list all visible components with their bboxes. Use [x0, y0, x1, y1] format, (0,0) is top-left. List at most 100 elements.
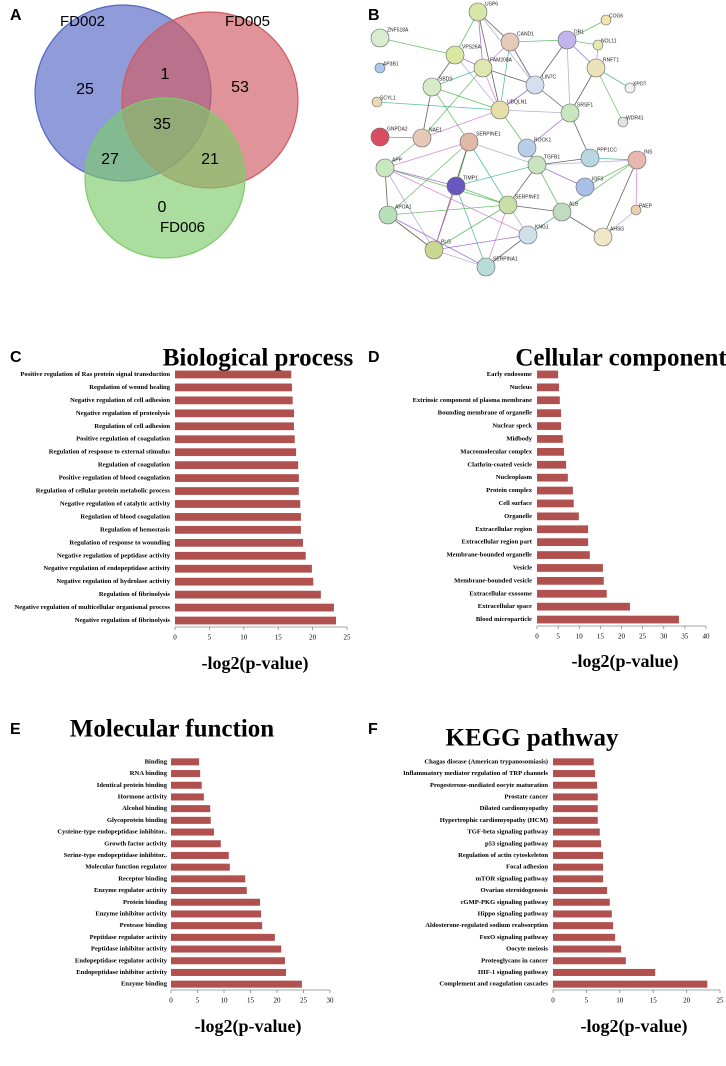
category-label: Negative regulation of fibrinolysis [75, 617, 171, 624]
bar [537, 422, 562, 430]
x-tick-label: 30 [327, 997, 335, 1005]
x-tick-label: 25 [717, 997, 725, 1005]
bar [175, 461, 299, 470]
category-label: Bounding membrane of organelle [438, 410, 532, 417]
category-label: Binding [145, 758, 168, 765]
category-label: Extracellular space [478, 603, 532, 610]
category-label: Regulation of fibrinolysis [99, 591, 171, 598]
category-label: Blood microparticle [476, 616, 532, 623]
x-tick-label: 25 [639, 633, 647, 641]
x-axis-label: -log2(p-value) [572, 651, 679, 672]
category-label: Receptor binding [118, 875, 167, 882]
network-edge [379, 37, 456, 56]
node-label: PAEP [639, 203, 653, 209]
network: USP6 COG6 ZNF518A CAND1 DR1 NOL11 VPS26A AP3B1 F… [370, 1, 653, 277]
node-label: IGF3 [592, 176, 603, 182]
bar [537, 564, 603, 572]
category-label: Regulation of response to external stimu… [49, 449, 171, 456]
bar [553, 863, 604, 871]
bar [553, 945, 622, 953]
x-tick-label: 10 [221, 997, 229, 1005]
bar [537, 383, 559, 392]
category-label: Regulation of cellular protein metabolic… [36, 488, 171, 495]
category-label: Negative regulation of hydrolase activit… [56, 578, 170, 585]
network-edge [431, 86, 501, 111]
node-label: KNG1 [535, 224, 549, 230]
network-edge [387, 141, 470, 216]
bar [537, 576, 604, 585]
category-label: Endopeptidase inhibitor activity [76, 969, 167, 976]
network-edge [384, 167, 529, 236]
x-tick-label: 20 [618, 633, 626, 641]
category-label: Negative regulation of multicellular org… [15, 604, 171, 611]
category-label: Regulation of hemostasis [100, 526, 170, 533]
category-label: Vesicle [513, 564, 532, 571]
category-label: Cell surface [498, 500, 532, 507]
category-label: Proteoglycans in cancer [481, 957, 548, 964]
bar [171, 805, 211, 813]
network-node [446, 176, 466, 196]
bar [175, 409, 295, 418]
network-edge [384, 167, 509, 206]
network-node [593, 227, 613, 247]
category-label: Prostate cancer [504, 793, 548, 800]
network-node [575, 177, 595, 197]
category-label: TGF-beta signaling pathway [467, 829, 548, 836]
network-edge [509, 39, 568, 43]
category-label: mTOR signaling pathway [476, 875, 549, 882]
category-label: Peptidase regulator activity [90, 934, 168, 941]
node-label: CAND1 [517, 31, 534, 37]
x-tick-label: 15 [247, 997, 255, 1005]
network-edge [477, 11, 484, 69]
network-node [586, 58, 606, 78]
bar [553, 887, 608, 895]
bar [171, 933, 275, 941]
network-edge [376, 101, 501, 111]
network-node [422, 77, 442, 97]
bar [553, 898, 610, 906]
x-axis-label: -log2(p-value) [202, 653, 309, 674]
bar [175, 474, 299, 482]
network-edge [499, 41, 511, 111]
x-tick-label: 0 [551, 997, 555, 1005]
network-node [552, 202, 572, 222]
network-edge [454, 54, 501, 111]
venn-count: 1 [161, 66, 170, 83]
venn-count: 27 [101, 151, 119, 168]
bar [171, 887, 247, 895]
category-label: Growth factor activity [104, 840, 167, 847]
panel-label: F [368, 721, 378, 738]
category-label: Nucleoplasm [496, 474, 533, 481]
x-tick-label: 25 [300, 997, 308, 1005]
bar [537, 460, 567, 469]
category-label: Negative regulation of proteolysis [76, 410, 171, 417]
x-tick-label: 5 [196, 997, 200, 1005]
category-label: Protein binding [123, 899, 168, 906]
category-label: p53 signaling pathway [485, 840, 549, 847]
node-label: ZNF518A [387, 27, 409, 33]
category-label: Early endosome [487, 371, 532, 378]
network-edge [421, 109, 501, 139]
bar [553, 828, 600, 836]
bar [553, 875, 604, 883]
node-label: LIN7C [542, 74, 557, 80]
bar [537, 396, 560, 405]
bar [537, 447, 565, 456]
category-label: Alcohol binding [122, 805, 168, 812]
network-node [500, 32, 520, 52]
network-edge [499, 109, 571, 114]
category-label: Positive regulation of Ras protein signa… [20, 371, 170, 378]
node-label: NOL11 [601, 38, 617, 44]
category-label: HIF-1 signaling pathway [478, 969, 549, 976]
bar [171, 910, 262, 918]
bar [537, 499, 574, 508]
network-node [517, 138, 537, 158]
network-edge [387, 214, 487, 268]
bar [537, 409, 562, 418]
category-label: Protease binding [120, 922, 168, 929]
bar [171, 758, 200, 766]
x-tick-label: 10 [576, 633, 584, 641]
bar [175, 525, 301, 534]
venn-count: 35 [153, 116, 171, 133]
venn-count: 0 [158, 199, 167, 216]
